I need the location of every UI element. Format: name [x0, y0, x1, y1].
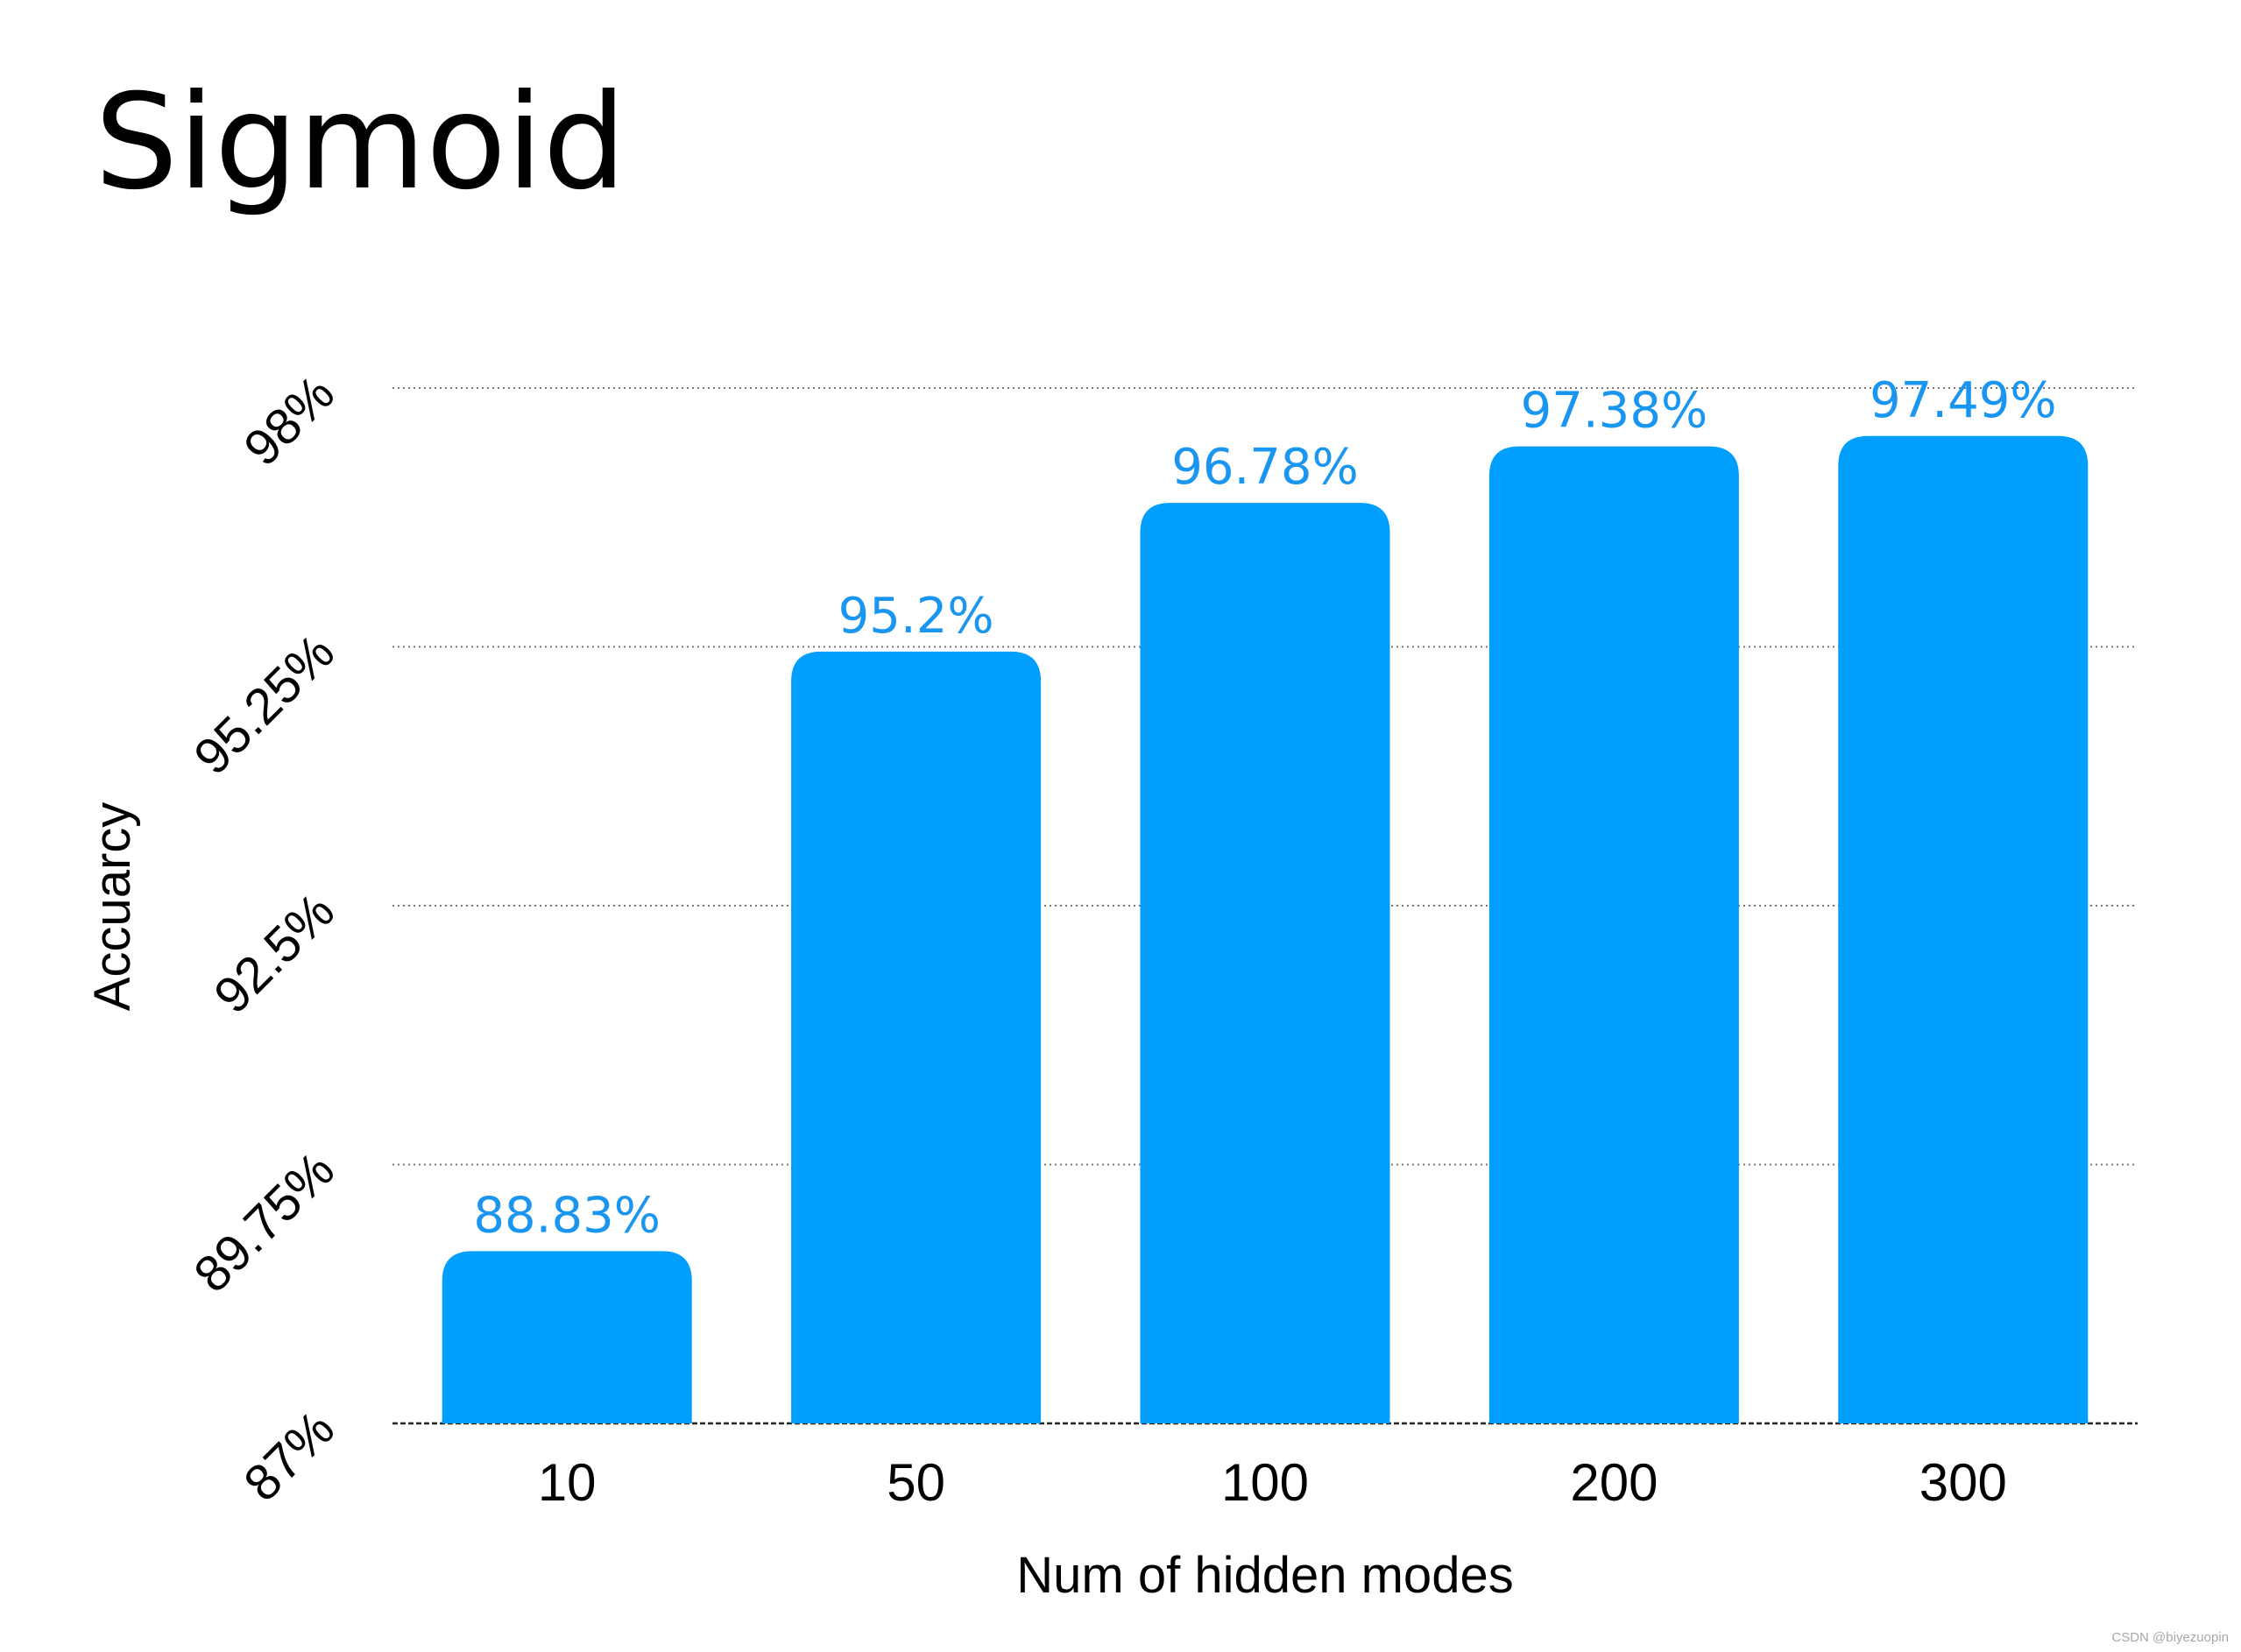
bar-50 [791, 651, 1042, 1423]
data-labels: 88.83% 95.2% 96.78% 97.38% 97.49% [473, 372, 2056, 1245]
y-tick-label: 87% [233, 1400, 345, 1512]
y-tick-label: 98% [233, 364, 345, 477]
y-tick-label: 89.75% [183, 1141, 345, 1303]
data-label-100: 96.78% [1171, 439, 1359, 496]
bar-10 [442, 1251, 692, 1423]
bars [442, 435, 2089, 1424]
data-label-300: 97.49% [1870, 372, 2057, 429]
y-tick-label: 92.5% [203, 882, 345, 1024]
data-label-200: 97.38% [1521, 383, 1708, 440]
watermark: CSDN @biyezuopin [2111, 1630, 2229, 1645]
y-axis-label: Accuarcy [84, 802, 141, 1012]
x-tick-label: 100 [1221, 1453, 1309, 1512]
x-axis-label: Num of hidden modes [1016, 1547, 1513, 1604]
x-tick-label: 200 [1570, 1453, 1658, 1512]
y-tick-label: 95.25% [183, 624, 345, 786]
x-tick-labels: 10 50 100 200 300 [538, 1453, 2007, 1512]
data-label-10: 88.83% [473, 1187, 661, 1244]
y-tick-labels: 87% 89.75% 92.5% 95.25% 98% [183, 364, 345, 1512]
bar-100 [1140, 503, 1390, 1424]
chart-title: Sigmoid [95, 67, 626, 219]
x-tick-label: 50 [887, 1453, 945, 1512]
bar-200 [1488, 446, 1739, 1423]
bar-300 [1838, 435, 2089, 1424]
x-tick-label: 300 [1919, 1453, 2007, 1512]
data-label-50: 95.2% [838, 588, 994, 645]
x-tick-label: 10 [538, 1453, 597, 1512]
